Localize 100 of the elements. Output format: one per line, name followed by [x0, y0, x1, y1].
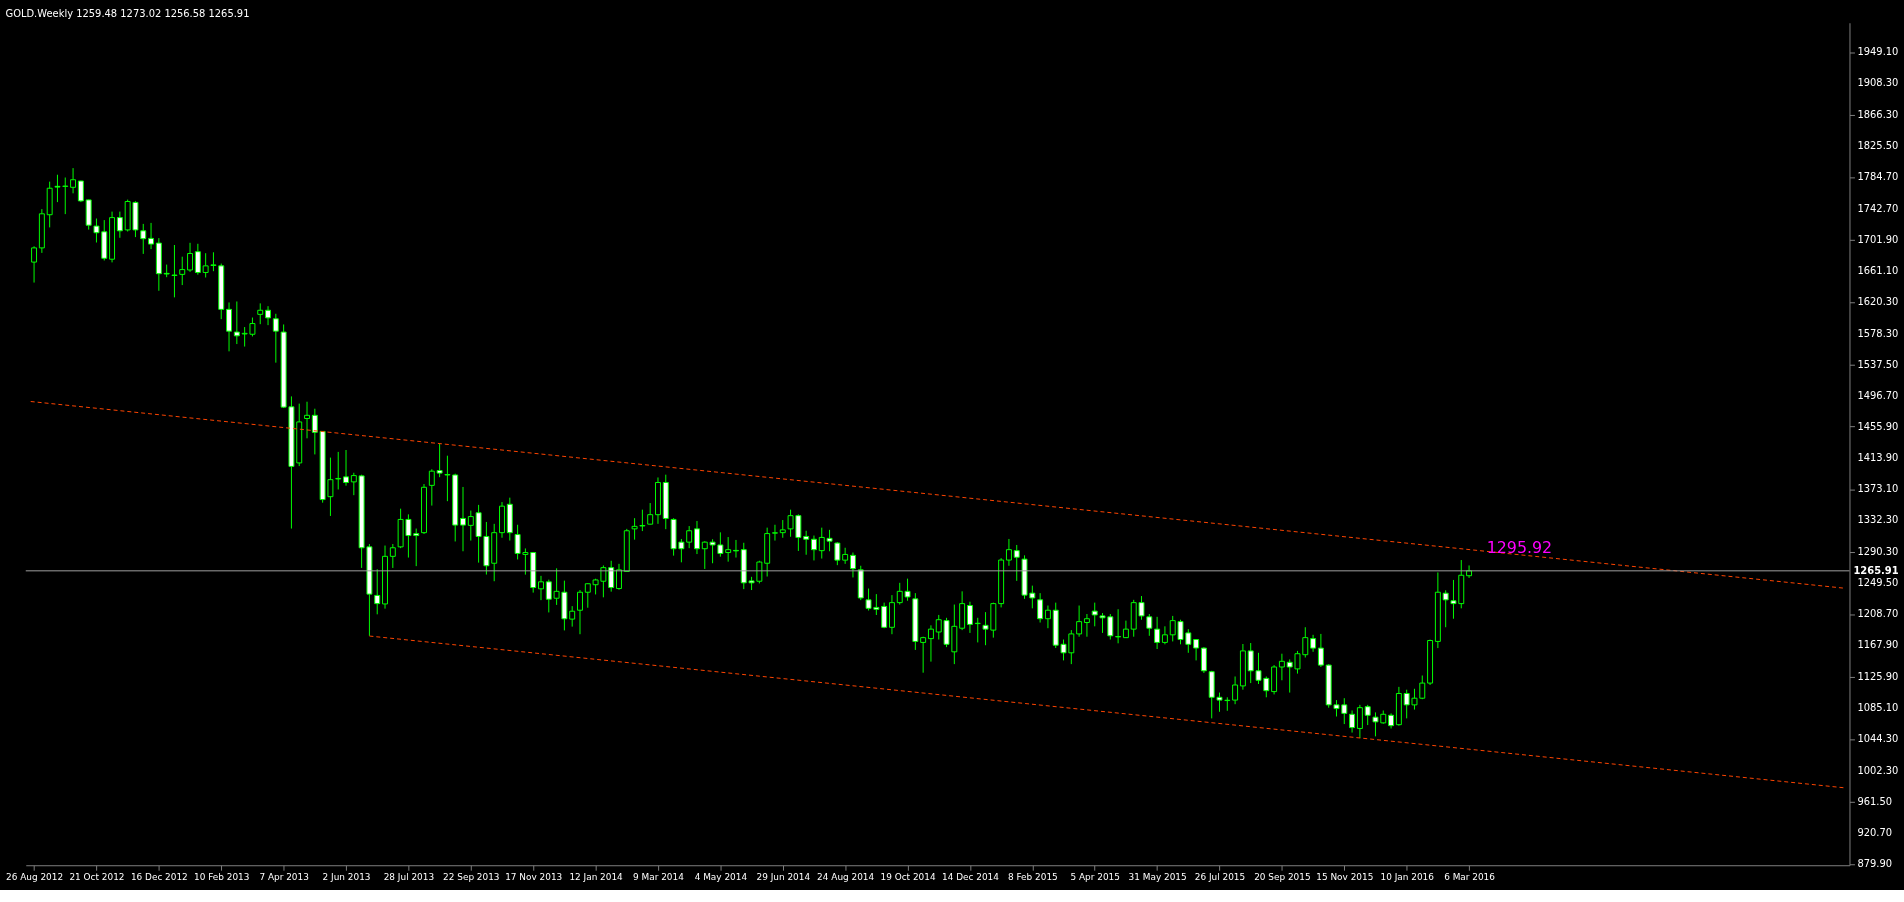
x-tick-label: 29 Jun 2014	[756, 871, 811, 882]
candlestick	[233, 300, 240, 345]
x-tick-label: 26 Aug 2012	[6, 871, 64, 882]
y-tick-label: 1085.10	[1857, 702, 1899, 714]
y-tick-label: 1784.70	[1857, 171, 1899, 183]
y-tick-label: 1249.50	[1857, 577, 1899, 589]
candlestick	[732, 539, 739, 559]
candlestick	[1044, 605, 1051, 629]
candlestick	[31, 245, 38, 284]
chart-title: GOLD.Weekly 1259.48 1273.02 1256.58 1265.91	[5, 7, 250, 19]
candlestick	[1115, 608, 1122, 644]
x-tick-label: 17 Nov 2013	[505, 871, 563, 882]
candlestick	[70, 167, 77, 194]
candlestick	[148, 222, 155, 250]
x-tick-label: 10 Jan 2016	[1380, 871, 1435, 882]
y-tick-label: 1742.70	[1857, 202, 1899, 214]
y-tick-label: 1825.50	[1857, 140, 1899, 152]
candlestick	[343, 449, 349, 487]
x-tick-label: 5 Apr 2015	[1070, 871, 1120, 882]
y-tick-label: 1537.50	[1857, 358, 1899, 370]
candlestick	[194, 243, 201, 276]
y-tick-label: 879.90	[1857, 857, 1893, 869]
candlestick	[116, 211, 123, 239]
candlestick	[460, 486, 466, 552]
candlestick	[616, 563, 622, 591]
x-tick-label: 19 Oct 2014	[880, 871, 936, 882]
candlestick	[265, 305, 272, 326]
ref-line-label: 1265.91	[1853, 564, 1899, 576]
y-tick-label: 1373.10	[1857, 483, 1899, 495]
candlestick	[1161, 625, 1168, 645]
x-tick-label: 24 Aug 2014	[817, 871, 875, 882]
x-tick-label: 22 Sep 2013	[443, 871, 500, 882]
annotation: 1295.92	[1486, 538, 1553, 558]
candlestick	[304, 401, 311, 439]
candlestick	[1349, 709, 1356, 734]
candlestick	[966, 601, 973, 634]
x-tick-label: 21 Oct 2012	[69, 871, 125, 882]
x-tick-label: 4 May 2014	[694, 871, 748, 882]
y-tick-label: 1620.30	[1857, 295, 1899, 307]
x-tick-label: 15 Nov 2015	[1316, 871, 1374, 882]
candlestick	[927, 624, 934, 663]
x-tick-label: 31 May 2015	[1128, 871, 1187, 882]
candlestick	[1013, 544, 1020, 582]
x-tick-label: 26 Jul 2015	[1194, 871, 1246, 882]
y-tick-label: 1208.70	[1857, 608, 1899, 620]
candlestick	[1356, 704, 1363, 739]
candlestick	[1317, 633, 1324, 668]
x-tick-label: 14 Dec 2014	[941, 871, 1000, 882]
y-tick-label: 920.70	[1857, 826, 1893, 838]
candlestick	[1232, 675, 1239, 705]
candlestick	[1193, 638, 1200, 661]
candlestick	[272, 313, 279, 364]
y-tick-label: 961.50	[1857, 795, 1893, 807]
candlestick	[1005, 538, 1012, 567]
x-tick-label: 16 Dec 2012	[130, 871, 188, 882]
y-tick-label: 1290.30	[1857, 546, 1899, 558]
y-tick-label: 1044.30	[1857, 733, 1899, 744]
candlestick	[1442, 589, 1449, 628]
candlestick	[810, 535, 817, 561]
candlestick	[834, 541, 841, 566]
x-tick-label: 2 Jun 2013	[322, 871, 371, 882]
y-tick-label: 1455.90	[1857, 420, 1899, 432]
y-tick-label: 1866.30	[1857, 109, 1899, 121]
candlestick	[771, 524, 778, 542]
candlestick	[1154, 616, 1161, 650]
x-tick-label: 12 Jan 2014	[569, 871, 624, 882]
candlestick	[803, 530, 810, 556]
x-tick-label: 6 Mar 2016	[1444, 871, 1496, 882]
candlestick	[849, 552, 856, 578]
y-tick-label: 1949.10	[1857, 46, 1899, 58]
candlestick	[1278, 653, 1285, 681]
candlestick	[647, 502, 654, 525]
candlestick	[920, 636, 927, 674]
candlestick	[187, 242, 194, 273]
candlestick	[226, 301, 233, 352]
x-tick-label: 7 Apr 2013	[259, 871, 309, 882]
candlestick	[374, 568, 381, 615]
candlestick	[1076, 605, 1083, 638]
y-tick-label: 1413.90	[1857, 452, 1899, 464]
candlestick	[257, 302, 264, 325]
y-tick-label: 1002.30	[1857, 764, 1899, 776]
y-tick-label: 1496.70	[1857, 389, 1899, 401]
candlestick	[538, 575, 544, 601]
y-tick-label: 1578.30	[1857, 327, 1899, 339]
candlestick	[881, 602, 888, 629]
y-tick-label: 1701.90	[1857, 233, 1899, 245]
x-tick-label: 9 Mar 2014	[633, 871, 685, 882]
y-tick-label: 1332.30	[1857, 514, 1899, 526]
x-tick-label: 20 Sep 2015	[1254, 871, 1311, 882]
candlestick	[1083, 613, 1090, 638]
candlestick	[577, 589, 583, 635]
x-tick-label: 8 Feb 2015	[1007, 871, 1058, 882]
y-tick-label: 1908.30	[1857, 77, 1899, 89]
candlestick	[694, 520, 700, 555]
y-tick-label: 1661.10	[1857, 264, 1899, 276]
candlestick	[1200, 646, 1207, 674]
candlestick	[1364, 704, 1371, 726]
y-tick-label: 1125.90	[1857, 671, 1899, 683]
candlestick	[1037, 592, 1044, 624]
x-tick-label: 10 Feb 2013	[194, 871, 250, 882]
